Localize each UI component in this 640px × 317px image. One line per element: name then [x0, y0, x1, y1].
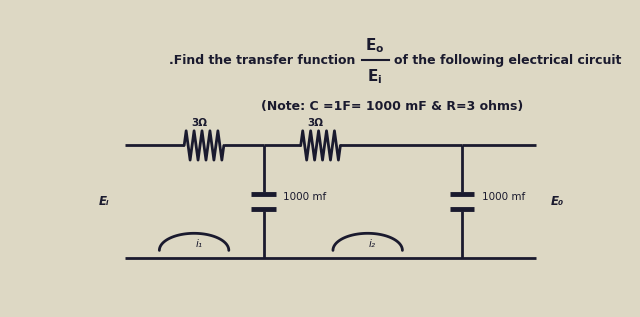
Text: E₀: E₀ [551, 195, 564, 208]
Text: .Find the transfer function: .Find the transfer function [169, 54, 355, 67]
Text: Eᵢ: Eᵢ [99, 195, 110, 208]
Text: 1000 mf: 1000 mf [284, 192, 326, 202]
Text: of the following electrical circuit: of the following electrical circuit [394, 54, 621, 67]
Text: (Note: C =1F= 1000 mF & R=3 ohms): (Note: C =1F= 1000 mF & R=3 ohms) [261, 100, 524, 113]
Text: i₂: i₂ [369, 239, 376, 249]
Text: $\mathbf{E_o}$: $\mathbf{E_o}$ [365, 36, 385, 55]
Text: 3Ω: 3Ω [308, 119, 324, 128]
Text: 1000 mf: 1000 mf [482, 192, 525, 202]
Text: i₁: i₁ [196, 239, 202, 249]
Text: 3Ω: 3Ω [191, 119, 207, 128]
Text: $\mathbf{E_i}$: $\mathbf{E_i}$ [367, 68, 383, 87]
